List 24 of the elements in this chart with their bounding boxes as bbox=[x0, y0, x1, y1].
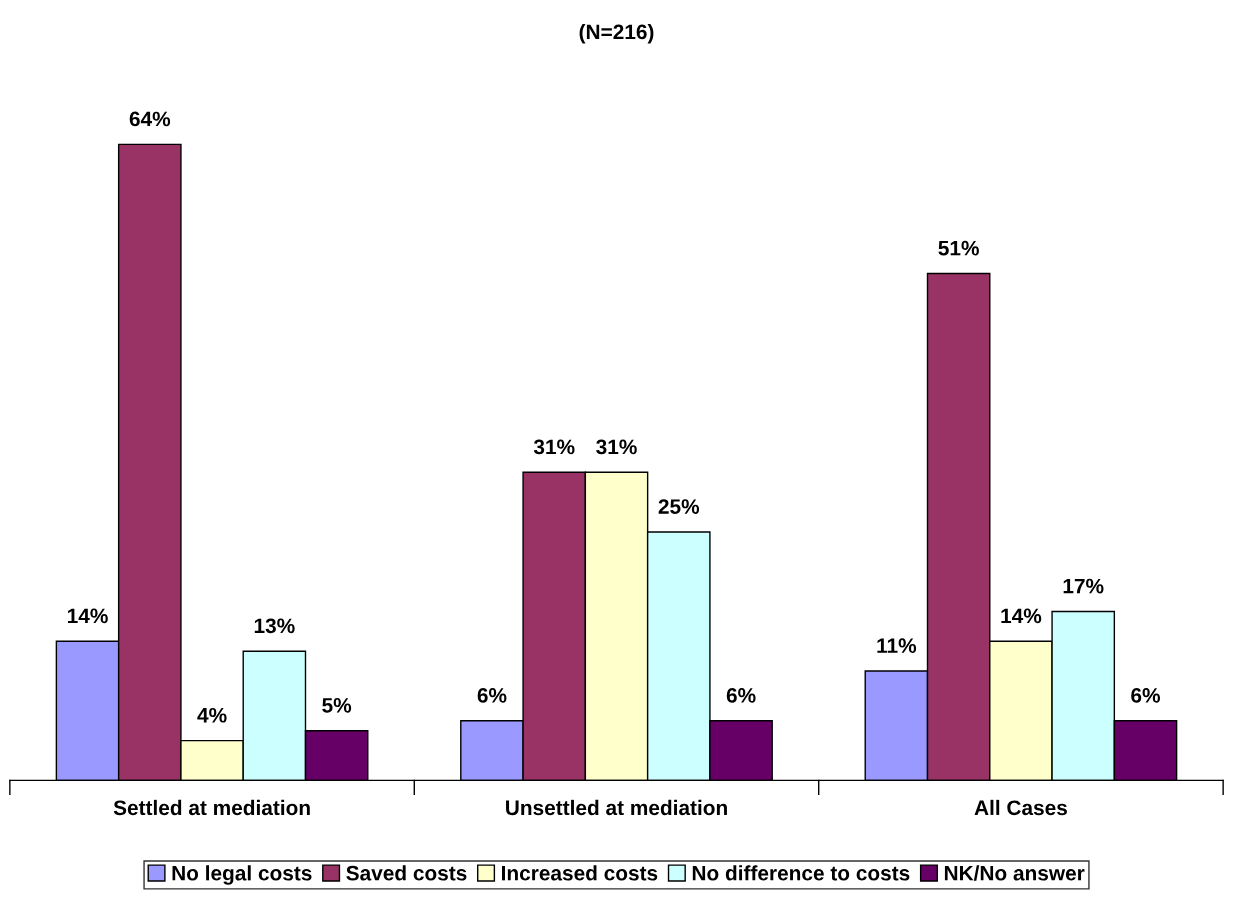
data-label: 25% bbox=[658, 499, 700, 514]
legend-label: NK/No answer bbox=[944, 865, 1085, 881]
data-label: 14% bbox=[1001, 608, 1042, 624]
data-label: 5% bbox=[322, 697, 352, 713]
legend-label: No difference to costs bbox=[692, 865, 910, 881]
data-label: 14% bbox=[67, 608, 108, 624]
x-tick-label: Unsettled at mediation bbox=[506, 799, 727, 816]
chart-title: (N=216) bbox=[579, 23, 654, 44]
legend-label: Saved costs bbox=[346, 865, 467, 881]
data-label: 17% bbox=[1063, 578, 1104, 594]
data-label: 6% bbox=[726, 688, 756, 703]
data-label: 4% bbox=[197, 707, 227, 723]
x-tick-label: All Cases bbox=[974, 799, 1067, 816]
data-label: 31% bbox=[533, 439, 575, 455]
data-label: 11% bbox=[877, 638, 917, 654]
data-label: 64% bbox=[129, 111, 171, 127]
legend-label: No legal costs bbox=[172, 865, 312, 885]
data-label: 31% bbox=[596, 439, 637, 455]
data-label: 51% bbox=[938, 240, 979, 256]
x-tick-label: Settled at mediation bbox=[113, 799, 310, 816]
data-label: 13% bbox=[254, 618, 295, 634]
data-label: 6% bbox=[1131, 688, 1160, 703]
legend-label: Increased costs bbox=[502, 865, 658, 881]
data-label: 6% bbox=[477, 688, 507, 703]
